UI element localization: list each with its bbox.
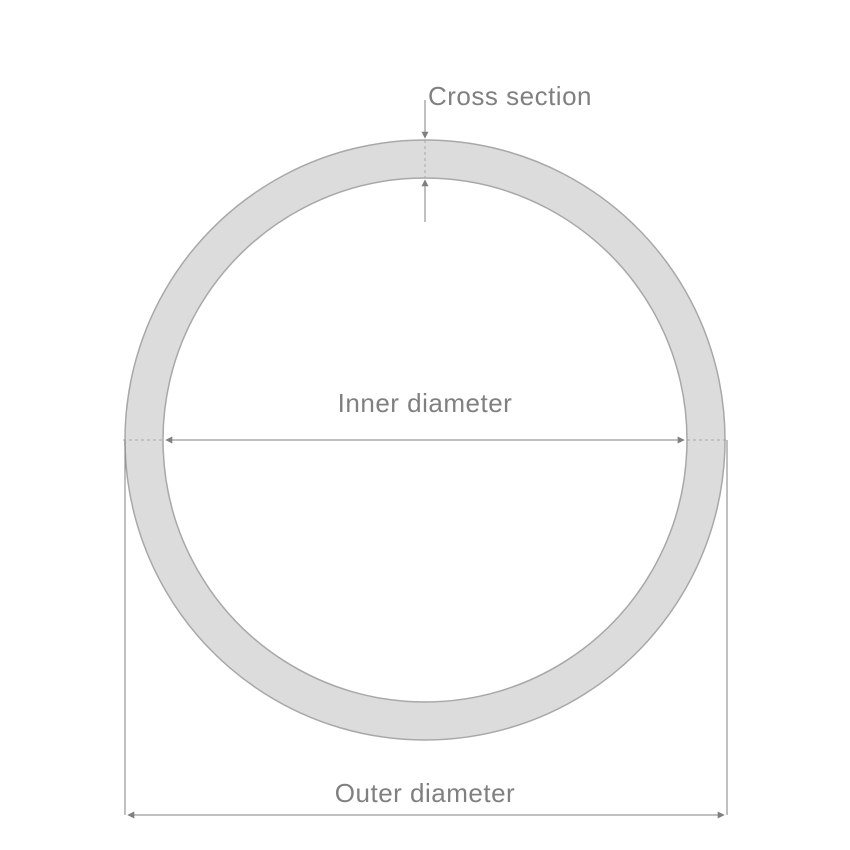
ring-diagram: Cross section Inner diameter Outer diame… (0, 0, 850, 850)
outer-diameter-label: Outer diameter (335, 778, 515, 808)
inner-diameter-label: Inner diameter (338, 388, 513, 418)
cross-section-label: Cross section (428, 81, 592, 111)
